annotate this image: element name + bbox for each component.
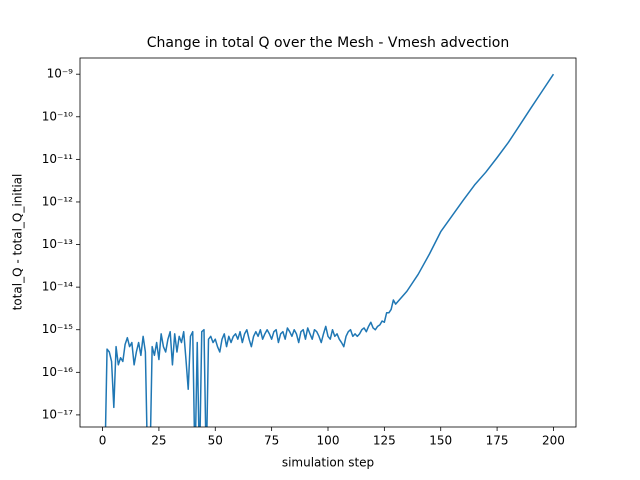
x-tick-label: 75: [264, 434, 279, 448]
x-tick-label: 200: [542, 434, 565, 448]
y-tick-label: 10⁻¹⁴: [42, 280, 73, 294]
axes-frame: [79, 57, 577, 428]
x-tick-label: 125: [373, 434, 396, 448]
y-axis-label: total_Q - total_Q_initial: [11, 174, 25, 311]
data-line: [104, 73, 555, 427]
chart-title: Change in total Q over the Mesh - Vmesh …: [147, 35, 509, 51]
x-tick-label: 50: [208, 434, 223, 448]
y-tick-label: 10⁻¹⁶: [42, 365, 73, 379]
y-tick-label: 10⁻¹⁰: [42, 109, 73, 123]
x-tick-label: 0: [99, 434, 107, 448]
y-tick-label: 10⁻⁹: [47, 67, 74, 81]
x-tick-label: 150: [429, 434, 452, 448]
x-axis-label: simulation step: [282, 456, 374, 470]
y-tick-label: 10⁻¹²: [42, 194, 73, 208]
x-tick-label: 25: [151, 434, 166, 448]
y-tick-label: 10⁻¹⁷: [42, 407, 73, 421]
x-tick-label: 100: [317, 434, 340, 448]
x-tick-label: 175: [486, 434, 509, 448]
y-tick-label: 10⁻¹⁵: [42, 322, 73, 336]
y-tick-label: 10⁻¹¹: [42, 152, 73, 166]
y-tick-label: 10⁻¹³: [42, 237, 73, 251]
plot-area: [104, 73, 555, 427]
